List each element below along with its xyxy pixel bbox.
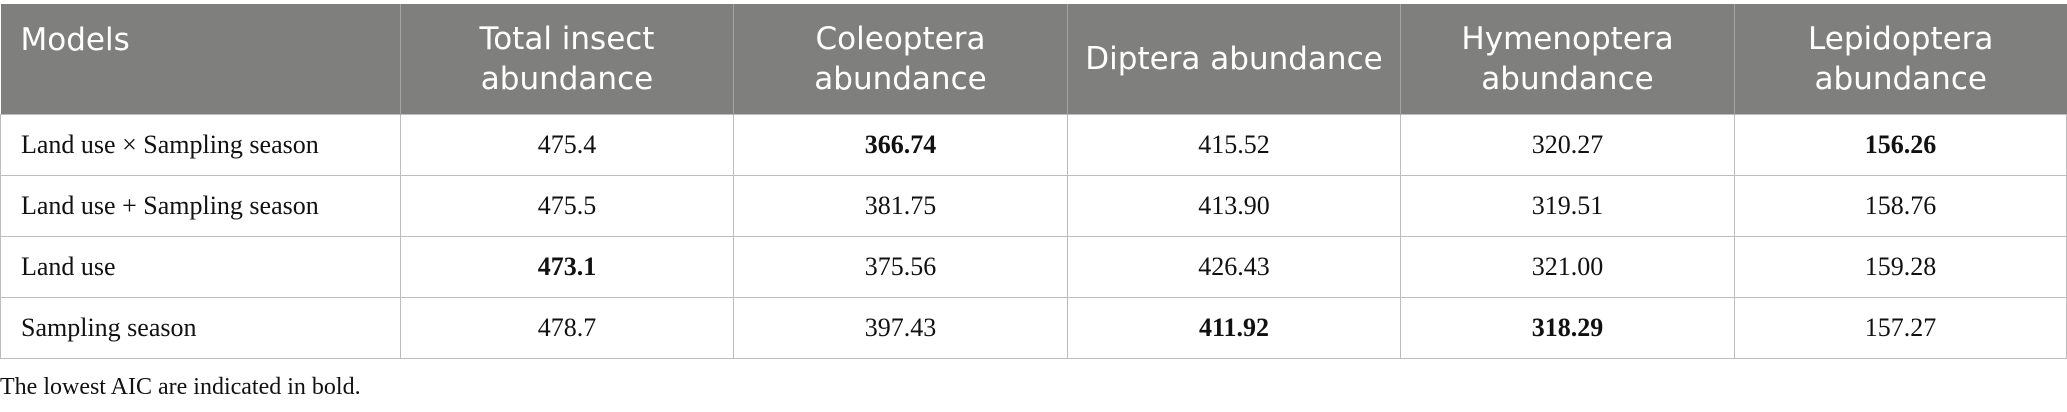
column-header: Coleoptera abundance <box>733 4 1068 114</box>
table-body: Land use × Sampling season 475.4 366.74 415… <box>0 113 2067 359</box>
row-label: Land use × Sampling season <box>0 113 401 176</box>
cell: 397.43 <box>733 296 1068 359</box>
aic-table: Models Total insect abundance Coleoptera a… <box>0 4 2067 359</box>
cell: 157.27 <box>1734 296 2067 359</box>
table-row: Sampling season 478.7 397.43 411.92 318.29 15… <box>0 296 2067 359</box>
column-header: Diptera abundance <box>1067 4 1401 114</box>
cell: 478.7 <box>400 296 734 359</box>
cell: 318.29 <box>1400 296 1735 359</box>
cell: 375.56 <box>733 235 1068 298</box>
column-header: Lepidoptera abundance <box>1734 4 2067 114</box>
table-row: Land use + Sampling season 475.5 381.75 413… <box>0 174 2067 237</box>
table-row: Land use 473.1 375.56 426.43 321.00 159.28 <box>0 235 2067 298</box>
cell: 366.74 <box>733 113 1068 176</box>
column-header: Models <box>0 4 401 114</box>
cell: 320.27 <box>1400 113 1735 176</box>
footnote: The lowest AIC are indicated in bold. <box>0 374 361 400</box>
row-label: Land use + Sampling season <box>0 174 401 237</box>
cell: 158.76 <box>1734 174 2067 237</box>
cell: 413.90 <box>1067 174 1401 237</box>
cell: 321.00 <box>1400 235 1735 298</box>
cell: 475.5 <box>400 174 734 237</box>
cell: 473.1 <box>400 235 734 298</box>
cell: 415.52 <box>1067 113 1401 176</box>
header-row: Models Total insect abundance Coleoptera a… <box>0 4 2067 114</box>
row-label: Sampling season <box>0 296 401 359</box>
cell: 381.75 <box>733 174 1068 237</box>
column-header: Hymenoptera abundance <box>1400 4 1735 114</box>
cell: 426.43 <box>1067 235 1401 298</box>
cell: 159.28 <box>1734 235 2067 298</box>
column-header: Total insect abundance <box>400 4 734 114</box>
table-row: Land use × Sampling season 475.4 366.74 415… <box>0 113 2067 176</box>
cell: 475.4 <box>400 113 734 176</box>
cell: 319.51 <box>1400 174 1735 237</box>
cell: 156.26 <box>1734 113 2067 176</box>
row-label: Land use <box>0 235 401 298</box>
cell: 411.92 <box>1067 296 1401 359</box>
